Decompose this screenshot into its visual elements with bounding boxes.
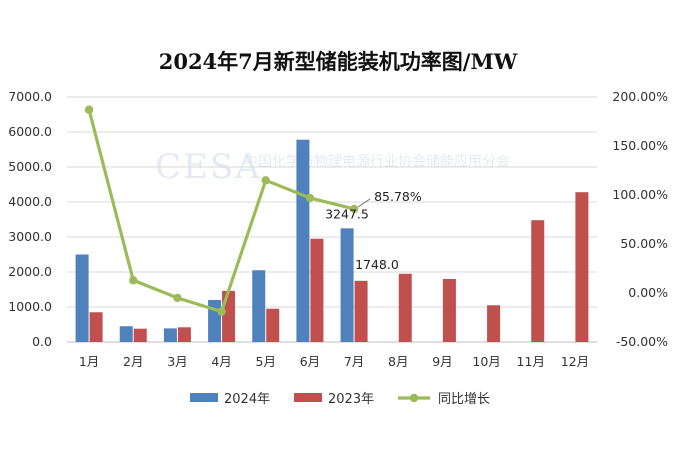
y-left-tick-label: 2000.0: [8, 264, 52, 279]
x-axis: 1月 2月 3月 4月 5月 6月 7月 8月 9月 10月 11月 12月: [67, 341, 597, 369]
x-tick-label: 6月: [300, 354, 320, 369]
y-left-tick-label: 6000.0: [8, 124, 52, 139]
x-tick-label: 4月: [211, 354, 231, 369]
growth-line: [84, 105, 359, 316]
bar: [208, 300, 222, 342]
legend: 2024年 2023年 同比增长: [190, 392, 490, 407]
x-tick-label: 5月: [256, 354, 276, 369]
legend-label: 2023年: [328, 392, 374, 407]
bar: [75, 254, 89, 342]
x-tick-label: 7月: [344, 354, 364, 369]
chart-title: 2024年7月新型储能装机功率图/MW: [159, 49, 518, 74]
bar: [340, 228, 354, 342]
y-left-tick-label: 4000.0: [8, 194, 52, 209]
y-left-tick-label: 5000.0: [8, 159, 52, 174]
bar: [133, 328, 147, 342]
y-left-tick-label: 1000.0: [8, 299, 52, 314]
x-tick-label: 1月: [79, 354, 99, 369]
growth-point: [217, 307, 226, 316]
bar: [119, 326, 133, 342]
legend-swatch: [190, 393, 218, 402]
x-tick-label: 9月: [432, 354, 452, 369]
data-label: 85.78%: [374, 189, 422, 204]
bar: [575, 192, 589, 342]
legend-label: 2024年: [224, 392, 270, 407]
bar: [310, 238, 324, 342]
bar: [222, 290, 236, 342]
bar: [266, 308, 280, 342]
watermark-text: 中国化学与物理电源行业协会储能应用分会: [244, 153, 510, 170]
bars: [75, 139, 589, 342]
x-tick-label: 12月: [561, 354, 589, 369]
legend-label: 同比增长: [438, 392, 490, 407]
y-left-tick-label: 0.0: [32, 334, 52, 349]
y-axis-right: -50.00% 0.00% 50.00% 100.00% 150.00% 200.00%: [612, 89, 668, 349]
x-tick-label: 10月: [472, 354, 500, 369]
bar: [354, 280, 368, 342]
bar: [252, 270, 266, 342]
bar: [89, 312, 103, 342]
y-right-tick-label: 50.00%: [620, 236, 668, 251]
y-right-tick-label: 200.00%: [612, 89, 668, 104]
y-right-tick-label: 0.00%: [628, 285, 668, 300]
growth-point: [349, 204, 359, 214]
growth-point: [261, 176, 270, 185]
bar: [163, 328, 177, 342]
bar: [442, 279, 456, 342]
data-label: 3247.5: [325, 206, 369, 221]
data-labels: 3247.5 1748.0 85.78%: [325, 189, 422, 272]
y-left-tick-label: 3000.0: [8, 229, 52, 244]
bar: [296, 139, 310, 342]
y-right-tick-label: -50.00%: [616, 334, 668, 349]
growth-point: [129, 276, 138, 285]
legend-swatch-marker: [409, 393, 419, 403]
y-right-tick-label: 100.00%: [612, 187, 668, 202]
data-label-leader: [357, 198, 371, 208]
y-axis-left: 0.0 1000.0 2000.0 3000.0 4000.0 5000.0 6000.0 7…: [8, 89, 52, 349]
y-left-tick-label: 7000.0: [8, 89, 52, 104]
growth-point: [305, 193, 315, 203]
growth-point: [84, 105, 94, 114]
x-tick-label: 11月: [517, 354, 545, 369]
bar: [398, 273, 412, 342]
bar: [487, 305, 501, 342]
x-tick-label: 3月: [167, 354, 187, 369]
growth-point: [173, 293, 182, 303]
data-label: 1748.0: [355, 257, 399, 272]
x-tick-label: 2月: [123, 354, 143, 369]
bar: [531, 220, 545, 342]
bar: [177, 327, 191, 342]
x-tick-label: 8月: [388, 354, 408, 369]
legend-swatch: [294, 393, 322, 402]
y-right-tick-label: 150.00%: [612, 138, 668, 153]
